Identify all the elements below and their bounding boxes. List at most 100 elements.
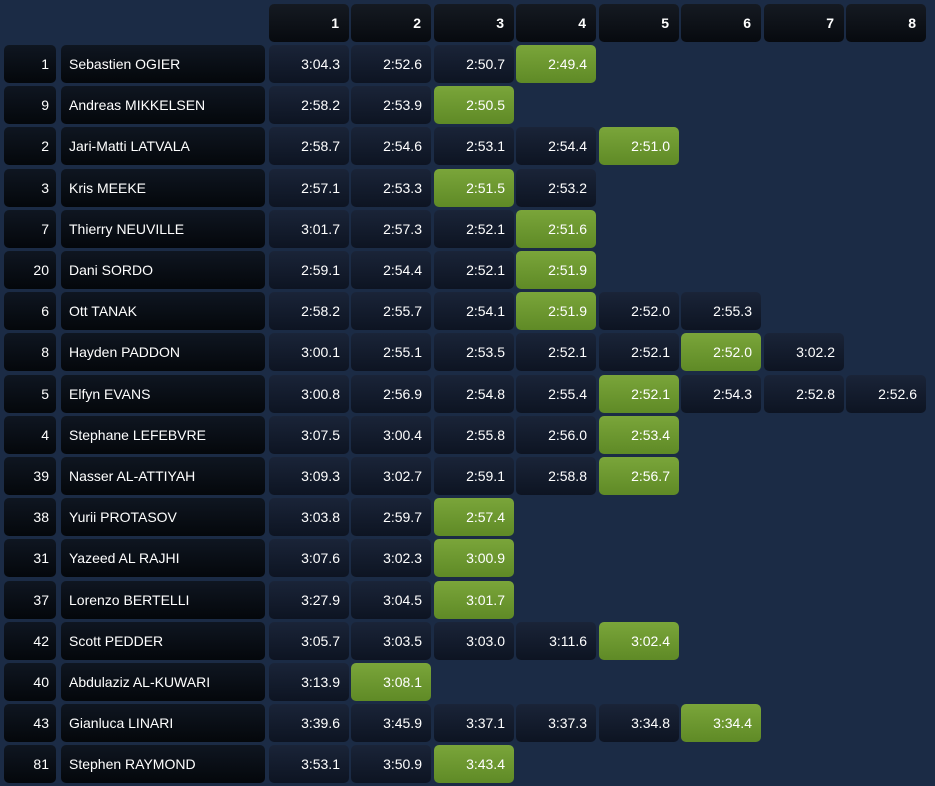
column-header-5: 5 (599, 4, 679, 42)
column-header-2: 2 (351, 4, 431, 42)
driver-position: 2 (4, 127, 56, 165)
driver-name: Andreas MIKKELSEN (61, 86, 265, 124)
driver-name: Scott PEDDER (61, 622, 265, 660)
driver-position: 81 (4, 745, 56, 783)
time-cell: 2:55.8 (434, 416, 514, 454)
driver-position: 39 (4, 457, 56, 495)
driver-name: Yazeed AL RAJHI (61, 539, 265, 577)
best-time-cell: 3:02.4 (599, 622, 679, 660)
time-cell: 2:58.8 (516, 457, 596, 495)
driver-name: Thierry NEUVILLE (61, 210, 265, 248)
best-time-cell: 2:57.4 (434, 498, 514, 536)
driver-position: 38 (4, 498, 56, 536)
time-cell: 3:07.5 (269, 416, 349, 454)
time-cell: 3:50.9 (351, 745, 431, 783)
driver-name: Stephane LEFEBVRE (61, 416, 265, 454)
time-cell: 2:55.1 (351, 333, 431, 371)
driver-position: 7 (4, 210, 56, 248)
time-cell: 2:55.3 (681, 292, 761, 330)
best-time-cell: 2:56.7 (599, 457, 679, 495)
time-cell: 3:03.8 (269, 498, 349, 536)
time-cell: 2:58.2 (269, 86, 349, 124)
time-cell: 2:52.1 (599, 333, 679, 371)
time-cell: 3:02.7 (351, 457, 431, 495)
best-time-cell: 2:51.6 (516, 210, 596, 248)
best-time-cell: 2:52.1 (599, 375, 679, 413)
time-cell: 2:52.6 (351, 45, 431, 83)
time-cell: 2:56.0 (516, 416, 596, 454)
time-cell: 3:02.3 (351, 539, 431, 577)
time-cell: 2:54.6 (351, 127, 431, 165)
driver-position: 3 (4, 169, 56, 207)
best-time-cell: 3:01.7 (434, 581, 514, 619)
driver-position: 5 (4, 375, 56, 413)
driver-name: Dani SORDO (61, 251, 265, 289)
time-cell: 3:37.1 (434, 704, 514, 742)
best-time-cell: 2:52.0 (681, 333, 761, 371)
time-cell: 3:03.5 (351, 622, 431, 660)
driver-name: Gianluca LINARI (61, 704, 265, 742)
best-time-cell: 3:43.4 (434, 745, 514, 783)
time-cell: 3:37.3 (516, 704, 596, 742)
time-cell: 2:53.3 (351, 169, 431, 207)
driver-position: 1 (4, 45, 56, 83)
time-cell: 3:00.1 (269, 333, 349, 371)
driver-position: 40 (4, 663, 56, 701)
time-cell: 2:52.6 (846, 375, 926, 413)
column-header-6: 6 (681, 4, 761, 42)
driver-name: Elfyn EVANS (61, 375, 265, 413)
time-cell: 3:07.6 (269, 539, 349, 577)
time-cell: 2:58.7 (269, 127, 349, 165)
driver-name: Lorenzo BERTELLI (61, 581, 265, 619)
best-time-cell: 2:49.4 (516, 45, 596, 83)
driver-position: 37 (4, 581, 56, 619)
driver-name: Stephen RAYMOND (61, 745, 265, 783)
best-time-cell: 2:51.5 (434, 169, 514, 207)
time-cell: 3:11.6 (516, 622, 596, 660)
time-cell: 3:05.7 (269, 622, 349, 660)
driver-position: 42 (4, 622, 56, 660)
time-cell: 2:54.4 (351, 251, 431, 289)
time-cell: 3:53.1 (269, 745, 349, 783)
time-cell: 2:53.1 (434, 127, 514, 165)
time-cell: 2:54.4 (516, 127, 596, 165)
driver-position: 20 (4, 251, 56, 289)
driver-name: Sebastien OGIER (61, 45, 265, 83)
driver-position: 31 (4, 539, 56, 577)
best-time-cell: 3:08.1 (351, 663, 431, 701)
driver-name: Ott TANAK (61, 292, 265, 330)
best-time-cell: 2:51.9 (516, 251, 596, 289)
time-cell: 2:59.1 (434, 457, 514, 495)
column-header-1: 1 (269, 4, 349, 42)
driver-name: Hayden PADDON (61, 333, 265, 371)
driver-name: Yurii PROTASOV (61, 498, 265, 536)
time-cell: 2:57.1 (269, 169, 349, 207)
time-cell: 3:04.5 (351, 581, 431, 619)
time-cell: 2:52.1 (434, 251, 514, 289)
time-cell: 3:04.3 (269, 45, 349, 83)
time-cell: 2:52.0 (599, 292, 679, 330)
time-cell: 2:52.8 (764, 375, 844, 413)
driver-name: Nasser AL-ATTIYAH (61, 457, 265, 495)
best-time-cell: 2:53.4 (599, 416, 679, 454)
time-cell: 2:59.1 (269, 251, 349, 289)
time-cell: 2:57.3 (351, 210, 431, 248)
best-time-cell: 2:51.0 (599, 127, 679, 165)
best-time-cell: 3:34.4 (681, 704, 761, 742)
time-cell: 2:58.2 (269, 292, 349, 330)
driver-position: 9 (4, 86, 56, 124)
time-cell: 2:53.2 (516, 169, 596, 207)
best-time-cell: 2:51.9 (516, 292, 596, 330)
time-cell: 3:39.6 (269, 704, 349, 742)
time-cell: 2:53.5 (434, 333, 514, 371)
time-cell: 3:02.2 (764, 333, 844, 371)
time-cell: 2:55.7 (351, 292, 431, 330)
time-cell: 3:45.9 (351, 704, 431, 742)
time-cell: 2:50.7 (434, 45, 514, 83)
time-cell: 2:54.8 (434, 375, 514, 413)
time-cell: 3:34.8 (599, 704, 679, 742)
time-cell: 2:54.1 (434, 292, 514, 330)
time-cell: 3:13.9 (269, 663, 349, 701)
time-cell: 3:27.9 (269, 581, 349, 619)
column-header-7: 7 (764, 4, 844, 42)
